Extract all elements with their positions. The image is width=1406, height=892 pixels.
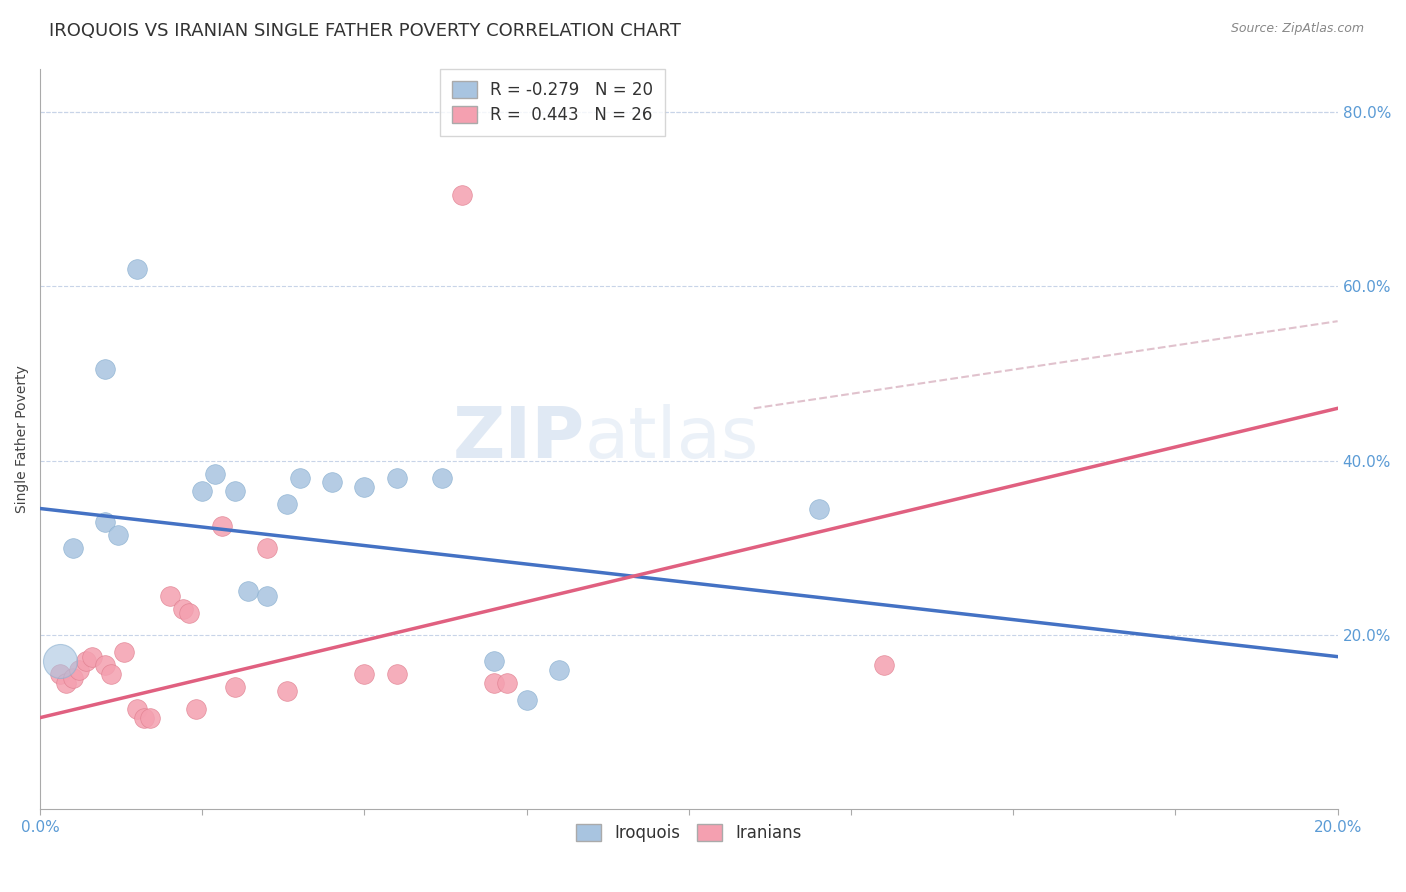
Point (55, 675, 77, 690)
Y-axis label: Single Father Poverty: Single Father Poverty (15, 365, 30, 513)
Point (179, 606, 201, 620)
Point (288, 471, 311, 485)
Point (204, 467, 226, 481)
Point (256, 541, 278, 555)
Point (159, 589, 181, 603)
Point (80, 649, 103, 664)
Point (276, 497, 298, 511)
Point (496, 675, 519, 690)
Text: Source: ZipAtlas.com: Source: ZipAtlas.com (1230, 22, 1364, 36)
Text: IROQUOIS VS IRANIAN SINGLE FATHER POVERTY CORRELATION CHART: IROQUOIS VS IRANIAN SINGLE FATHER POVERT… (49, 22, 681, 40)
Point (100, 667, 122, 681)
Point (132, 711, 155, 725)
Point (67, 663, 90, 677)
Point (516, 693, 538, 707)
Point (94, 658, 117, 673)
Point (872, 658, 894, 673)
Text: atlas: atlas (585, 404, 759, 474)
Point (385, 667, 408, 681)
Point (236, 584, 259, 599)
Point (321, 475, 343, 490)
Point (548, 663, 571, 677)
Point (107, 527, 129, 541)
Point (139, 711, 162, 725)
Point (127, 702, 149, 716)
Point (62, 672, 84, 686)
Point (385, 471, 408, 485)
Point (48, 667, 70, 681)
Point (353, 480, 375, 494)
Point (224, 680, 246, 694)
Point (432, 471, 454, 485)
Point (172, 601, 194, 615)
Legend: Iroquois, Iranians: Iroquois, Iranians (564, 813, 814, 855)
Point (211, 519, 233, 533)
Point (807, 501, 830, 516)
Point (114, 645, 136, 659)
Point (94, 515, 117, 529)
Point (191, 484, 214, 499)
Text: ZIP: ZIP (453, 404, 585, 474)
Point (276, 684, 298, 698)
Point (484, 654, 506, 668)
Point (484, 675, 506, 690)
Point (184, 702, 207, 716)
Point (450, 187, 472, 202)
Point (48, 654, 70, 668)
Point (353, 667, 375, 681)
Point (256, 589, 278, 603)
Point (62, 541, 84, 555)
Point (94, 362, 117, 376)
Point (75, 654, 97, 668)
Point (224, 484, 246, 499)
Point (127, 261, 149, 276)
